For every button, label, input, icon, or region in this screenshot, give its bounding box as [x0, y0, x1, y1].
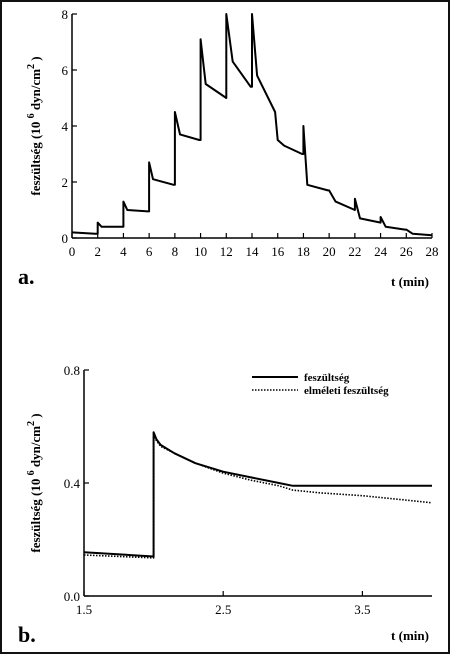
x-tick-label: 6	[146, 244, 153, 259]
y-tick-label: 8	[62, 7, 69, 22]
x-tick-label: 14	[246, 244, 260, 259]
series-line-1-1	[71, 13, 433, 237]
y-tick-label: 0.8	[64, 363, 80, 378]
y-tick-label: 6	[62, 63, 69, 78]
y-tick-label: 0	[62, 231, 69, 246]
x-tick-label: 4	[120, 244, 127, 259]
x-tick-label: 26	[400, 244, 414, 259]
y-tick-label: 2	[62, 175, 69, 190]
y-axis-title: feszültség (10 6 dyn/cm2 )	[26, 413, 43, 552]
panel-label: a.	[18, 264, 35, 289]
x-tick-label: 3.5	[354, 602, 370, 617]
x-tick-label: 28	[426, 244, 439, 259]
x-tick-label: 2	[94, 244, 101, 259]
x-tick-label: 8	[172, 244, 179, 259]
x-tick-label: 24	[374, 244, 388, 259]
x-tick-label: 12	[220, 244, 233, 259]
x-tick-label: 2.5	[215, 602, 231, 617]
x-tick-label: 16	[271, 244, 285, 259]
x-tick-label: 20	[323, 244, 336, 259]
x-tick-label: 0	[69, 244, 76, 259]
x-axis-title: t (min)	[391, 628, 429, 643]
panel-label: b.	[18, 622, 36, 647]
y-tick-label: 4	[62, 119, 69, 134]
x-tick-label: 10	[194, 244, 207, 259]
series-line-2-2	[83, 435, 433, 559]
legend-label: elméleti feszültség	[304, 385, 389, 397]
x-axis-title: t (min)	[391, 274, 429, 289]
y-tick-label: 0.4	[64, 476, 81, 491]
series-line-2-1	[83, 431, 432, 558]
y-tick-label: 0.0	[64, 589, 80, 604]
y-axis-title: feszültség (10 6 dyn/cm2 )	[26, 56, 43, 195]
legend-label: feszültség	[304, 372, 350, 384]
x-tick-label: 18	[297, 244, 310, 259]
x-tick-label: 22	[348, 244, 361, 259]
x-tick-label: 1.5	[76, 602, 92, 617]
